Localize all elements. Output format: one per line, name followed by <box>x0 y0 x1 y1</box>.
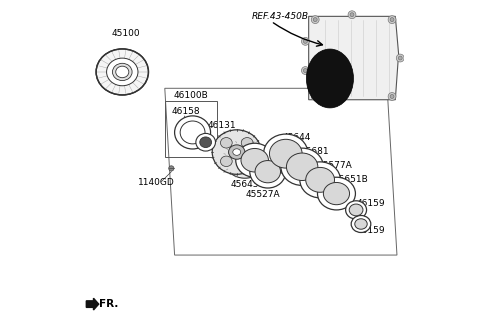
Ellipse shape <box>233 149 240 155</box>
Ellipse shape <box>324 182 349 205</box>
Ellipse shape <box>348 11 356 19</box>
Ellipse shape <box>269 139 302 168</box>
Ellipse shape <box>355 219 367 229</box>
Ellipse shape <box>241 156 253 166</box>
Ellipse shape <box>346 201 367 219</box>
Ellipse shape <box>398 56 402 60</box>
Ellipse shape <box>303 40 307 43</box>
Ellipse shape <box>250 155 286 188</box>
Ellipse shape <box>180 121 205 144</box>
Ellipse shape <box>175 116 211 149</box>
Ellipse shape <box>200 137 212 147</box>
Ellipse shape <box>220 156 232 166</box>
Text: 46158: 46158 <box>171 107 200 116</box>
Ellipse shape <box>396 54 404 62</box>
Text: 45100: 45100 <box>111 28 140 38</box>
Text: 46100B: 46100B <box>174 91 208 100</box>
Ellipse shape <box>107 58 138 86</box>
Ellipse shape <box>220 138 232 148</box>
Ellipse shape <box>168 166 174 171</box>
Ellipse shape <box>349 204 363 216</box>
Ellipse shape <box>390 18 394 22</box>
Text: REF.43-450B: REF.43-450B <box>252 12 309 21</box>
Text: 45681: 45681 <box>301 146 330 156</box>
Text: 46159: 46159 <box>357 199 385 208</box>
Ellipse shape <box>303 69 307 73</box>
Ellipse shape <box>388 93 396 100</box>
Ellipse shape <box>241 148 268 172</box>
Ellipse shape <box>300 162 340 198</box>
Ellipse shape <box>306 49 353 108</box>
Ellipse shape <box>236 143 274 177</box>
Ellipse shape <box>351 215 371 232</box>
Ellipse shape <box>281 148 324 185</box>
Ellipse shape <box>312 93 319 100</box>
Text: 46159: 46159 <box>357 226 385 235</box>
Ellipse shape <box>264 134 308 173</box>
Ellipse shape <box>301 38 309 45</box>
Ellipse shape <box>313 18 317 22</box>
Ellipse shape <box>112 63 132 80</box>
Text: FR.: FR. <box>99 299 119 309</box>
Ellipse shape <box>388 16 396 24</box>
Ellipse shape <box>228 145 245 159</box>
Text: 45651B: 45651B <box>334 175 369 184</box>
Bar <box>165 101 217 157</box>
Ellipse shape <box>96 49 148 95</box>
Ellipse shape <box>312 16 319 24</box>
Ellipse shape <box>224 140 266 178</box>
Ellipse shape <box>116 66 129 78</box>
Ellipse shape <box>306 167 335 192</box>
Ellipse shape <box>301 67 309 75</box>
Ellipse shape <box>287 153 318 181</box>
Ellipse shape <box>390 95 394 98</box>
Text: 45643C: 45643C <box>231 180 265 189</box>
Ellipse shape <box>196 133 216 151</box>
Text: 1140GD: 1140GD <box>138 178 175 187</box>
Text: 45577A: 45577A <box>317 161 352 170</box>
Polygon shape <box>309 16 398 100</box>
Text: 45527A: 45527A <box>246 190 280 199</box>
Ellipse shape <box>317 177 355 210</box>
Ellipse shape <box>350 13 354 17</box>
Text: 46131: 46131 <box>207 121 236 130</box>
Text: 45644: 45644 <box>283 133 312 142</box>
Ellipse shape <box>255 161 280 183</box>
Ellipse shape <box>212 130 261 174</box>
Polygon shape <box>86 298 99 310</box>
Ellipse shape <box>241 138 253 148</box>
Ellipse shape <box>313 95 317 98</box>
